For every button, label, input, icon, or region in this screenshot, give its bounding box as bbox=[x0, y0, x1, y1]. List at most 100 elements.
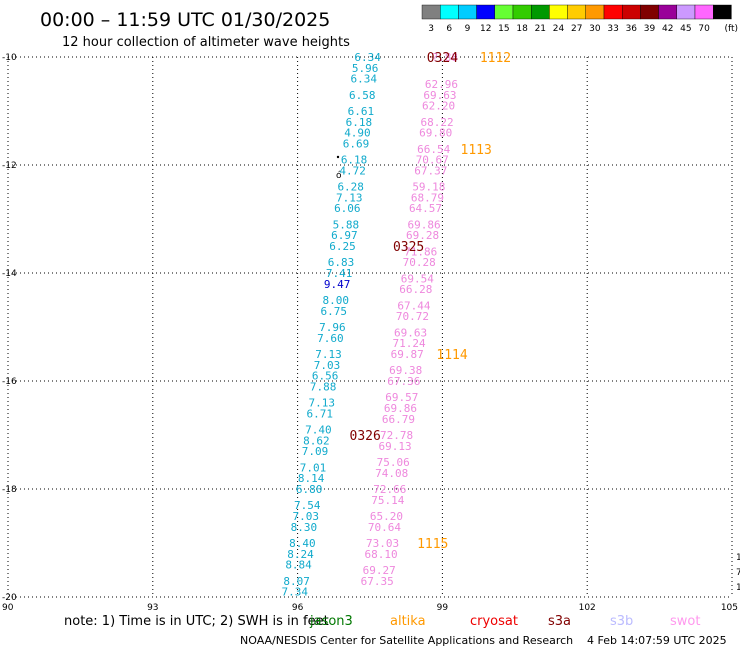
x-tick-label: 96 bbox=[292, 603, 304, 613]
wave-height-label: 67.35 bbox=[361, 575, 394, 588]
wave-height-label: 6.75 bbox=[321, 305, 348, 318]
y-tick-label: -14 bbox=[2, 269, 17, 279]
wave-height-label: 7.96 bbox=[319, 321, 346, 334]
wave-height-label: 69.57 bbox=[385, 391, 418, 404]
legend-swatch bbox=[440, 4, 459, 20]
pass-labels: 0324 0325 0326 1112 1113 1114 1115 bbox=[350, 51, 512, 552]
wave-height-label: 68.22 bbox=[421, 116, 454, 129]
wave-height-label: 7.54 bbox=[294, 499, 321, 512]
wave-height-label: 69.28 bbox=[406, 229, 439, 242]
wave-height-label: 70.64 bbox=[368, 521, 401, 534]
y-tick-label: -16 bbox=[2, 377, 17, 387]
wave-height-label: 6.61 bbox=[348, 105, 375, 118]
satellite-key: jason3 altika cryosat s3a s3b swot bbox=[309, 614, 700, 629]
x-tick-label: 102 bbox=[579, 603, 596, 613]
legend-swatch bbox=[421, 4, 441, 20]
wave-height-label: 69.86 bbox=[384, 402, 417, 415]
legend-swatch bbox=[585, 4, 605, 20]
legend-label: 18 bbox=[516, 24, 528, 34]
wave-height-label: 65.20 bbox=[370, 510, 403, 523]
wave-height-label: 62.20 bbox=[422, 100, 455, 113]
x-tick-label: 105 bbox=[721, 603, 738, 613]
marker-dot bbox=[336, 155, 340, 159]
wave-height-label: 4.90 bbox=[344, 127, 371, 140]
wave-height-label: 6.58 bbox=[349, 89, 376, 102]
wave-height-label: 9.47 bbox=[324, 278, 351, 291]
y-tick-label: -12 bbox=[2, 161, 17, 171]
wave-height-label: 8.40 bbox=[289, 537, 316, 550]
wave-height-label: 72.66 bbox=[373, 483, 406, 496]
legend-swatch bbox=[458, 4, 477, 20]
wave-height-label: 6.25 bbox=[329, 240, 356, 253]
wave-height-label: 6.56 bbox=[312, 370, 339, 383]
wave-height-label: 5.88 bbox=[333, 218, 360, 231]
wave-height-label: 6.71 bbox=[307, 407, 334, 420]
wave-height-label: 6.18 bbox=[346, 116, 373, 129]
legend-label: 42 bbox=[662, 24, 673, 34]
wave-height-label: 68.79 bbox=[411, 191, 444, 204]
wave-height-label: 69.38 bbox=[389, 364, 422, 377]
y-tick-label: -20 bbox=[2, 593, 17, 603]
wave-height-label: 6.69 bbox=[343, 137, 370, 150]
legend-swatch bbox=[603, 4, 623, 20]
legend-label: 21 bbox=[535, 24, 546, 34]
wave-height-label: 7.13 bbox=[336, 191, 363, 204]
legend-swatch bbox=[494, 4, 514, 20]
x-tick-label: 90 bbox=[2, 603, 14, 613]
wave-height-label: 66.79 bbox=[382, 413, 415, 426]
wave-height-label: 7.13 bbox=[315, 348, 342, 361]
pass-number-label: 1114 bbox=[436, 348, 467, 363]
edge-mark: 7 bbox=[736, 568, 740, 578]
wave-height-label: 7.03 bbox=[293, 510, 320, 523]
wave-height-label: 6.06 bbox=[334, 202, 361, 215]
wave-height-label: 6.34 bbox=[350, 73, 377, 86]
wave-height-label: 8.00 bbox=[322, 294, 349, 307]
wave-height-label: 62.96 bbox=[425, 78, 458, 91]
wave-height-label: 7.40 bbox=[305, 424, 332, 437]
data-labels: 6.345.966.346.586.616.184.906.696.184.72… bbox=[281, 51, 740, 599]
wave-height-label: 73.03 bbox=[366, 537, 399, 550]
plot-grid bbox=[7, 56, 733, 598]
wave-height-label: 8.07 bbox=[283, 575, 310, 588]
pass-number-label: 1113 bbox=[461, 143, 492, 158]
satellite-name: altika bbox=[390, 614, 426, 629]
wave-height-label: 69.63 bbox=[394, 326, 427, 339]
x-tick-label: 99 bbox=[437, 603, 449, 613]
wave-height-label: 7.01 bbox=[300, 461, 327, 474]
wave-height-legend: 3 6 9 12 15 18 21 24 27 30 33 36 39 42 45 70 (ft) bbox=[421, 4, 738, 34]
legend-swatch bbox=[476, 4, 496, 20]
chart-subtitle: 12 hour collection of altimeter wave hei… bbox=[62, 35, 350, 50]
legend-label: 33 bbox=[607, 24, 618, 34]
wave-height-label: 71.24 bbox=[393, 337, 426, 350]
marker-glyph: ó bbox=[336, 170, 342, 181]
wave-height-label: 64.57 bbox=[409, 202, 442, 215]
wave-height-label: 7.34 bbox=[281, 586, 308, 599]
legend-swatch bbox=[622, 4, 641, 20]
wave-height-label: 69.63 bbox=[423, 89, 456, 102]
wave-height-label: 4.72 bbox=[339, 164, 366, 177]
legend-swatch bbox=[567, 4, 586, 20]
wave-height-label: 8.24 bbox=[287, 548, 314, 561]
wave-height-label: 70.28 bbox=[403, 256, 436, 269]
legend-label: 30 bbox=[589, 24, 601, 34]
wave-height-label: 66.28 bbox=[399, 283, 432, 296]
legend-swatch bbox=[531, 4, 550, 20]
legend-label: 9 bbox=[465, 24, 471, 34]
legend-swatch bbox=[640, 4, 659, 20]
wave-height-label: 59.18 bbox=[412, 181, 445, 194]
legend-swatch bbox=[694, 4, 714, 20]
wave-height-label: 67.37 bbox=[414, 164, 447, 177]
legend-swatch bbox=[676, 4, 696, 20]
wave-height-label: 7.13 bbox=[308, 397, 335, 410]
legend-label: 24 bbox=[553, 24, 565, 34]
wave-height-label: 67.44 bbox=[397, 299, 430, 312]
timestamp-text: 4 Feb 14:07:59 UTC 2025 bbox=[587, 634, 727, 647]
wave-height-label: 71.86 bbox=[404, 245, 437, 258]
wave-height-label: 7.09 bbox=[302, 445, 329, 458]
wave-height-label: 6.18 bbox=[341, 154, 368, 167]
edge-mark: 1 bbox=[736, 553, 740, 563]
wave-height-label: ?.88 bbox=[432, 51, 459, 64]
wave-height-label: 72.78 bbox=[380, 429, 413, 442]
legend-swatch bbox=[512, 4, 532, 20]
